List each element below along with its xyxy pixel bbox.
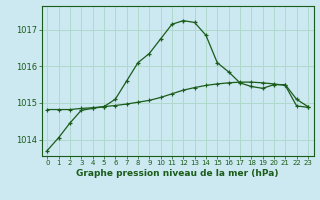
X-axis label: Graphe pression niveau de la mer (hPa): Graphe pression niveau de la mer (hPa) — [76, 169, 279, 178]
